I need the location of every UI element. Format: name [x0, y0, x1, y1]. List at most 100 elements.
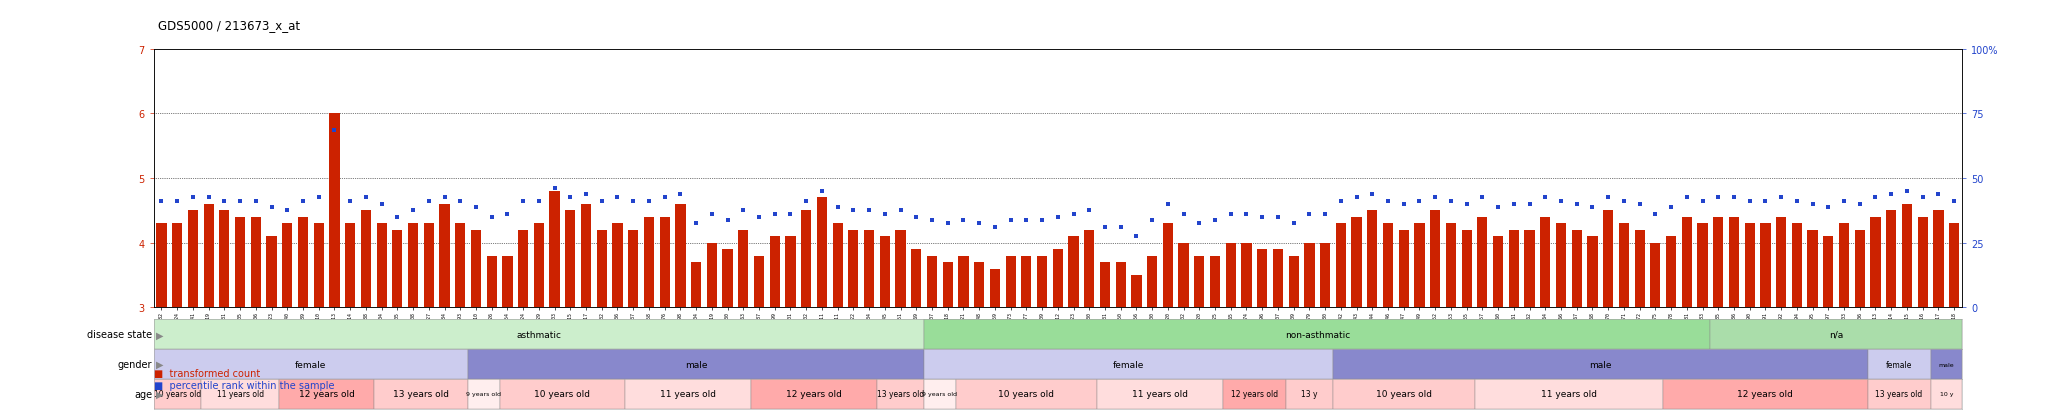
Point — [1907, 195, 1939, 201]
Bar — [1241, 243, 1251, 308]
Bar — [1729, 217, 1739, 308]
Bar — [924, 379, 956, 409]
Bar — [877, 379, 924, 409]
Text: n/a: n/a — [1829, 330, 1843, 339]
Bar — [1855, 230, 1866, 308]
Bar — [154, 379, 201, 409]
Bar — [1147, 256, 1157, 308]
Bar — [1178, 243, 1188, 308]
Bar — [817, 198, 827, 308]
Bar — [313, 224, 324, 308]
Bar — [203, 204, 213, 308]
Point — [1860, 195, 1892, 201]
Point — [317, 127, 350, 133]
Point — [791, 198, 823, 204]
Point — [1057, 211, 1090, 217]
Point — [522, 198, 555, 204]
Point — [852, 208, 885, 214]
Bar — [373, 379, 469, 409]
Point — [1339, 195, 1372, 201]
Bar — [643, 217, 653, 308]
Text: 12 years old: 12 years old — [299, 389, 354, 399]
Point — [1356, 192, 1389, 198]
Point — [979, 224, 1012, 230]
Bar — [612, 224, 623, 308]
Point — [287, 198, 319, 204]
Bar — [1430, 211, 1440, 308]
Point — [1434, 198, 1466, 204]
Bar — [1382, 224, 1393, 308]
Bar — [154, 320, 924, 349]
Bar — [1006, 256, 1016, 308]
Text: female: female — [295, 360, 326, 369]
Point — [1577, 204, 1610, 211]
Bar — [1333, 379, 1475, 409]
Bar — [1540, 217, 1550, 308]
Bar — [975, 263, 985, 308]
Text: male: male — [1939, 362, 1954, 367]
Bar — [1053, 249, 1063, 308]
Bar — [723, 249, 733, 308]
Point — [1481, 204, 1513, 211]
Point — [381, 214, 414, 221]
Bar — [1634, 230, 1645, 308]
Point — [1042, 214, 1075, 221]
Bar — [266, 237, 276, 308]
Point — [602, 195, 635, 201]
Text: disease state: disease state — [86, 330, 152, 339]
Point — [1890, 188, 1923, 195]
Bar — [1604, 211, 1614, 308]
Bar — [1950, 224, 1960, 308]
Point — [1561, 201, 1593, 208]
Bar — [770, 237, 780, 308]
Point — [1419, 195, 1452, 201]
Bar — [1587, 237, 1597, 308]
Bar — [1931, 349, 1962, 379]
Text: 10 years old: 10 years old — [154, 389, 201, 399]
Text: 10 y: 10 y — [1939, 392, 1954, 396]
Point — [1151, 201, 1184, 208]
Point — [1937, 198, 1970, 204]
Bar — [1098, 379, 1223, 409]
Point — [1245, 214, 1278, 221]
Point — [1137, 217, 1169, 224]
Bar — [1681, 217, 1692, 308]
Bar — [958, 256, 969, 308]
Text: 9 years old: 9 years old — [922, 392, 956, 396]
Bar — [1225, 243, 1235, 308]
Point — [680, 221, 713, 227]
Point — [1749, 198, 1782, 204]
Bar — [1931, 379, 1962, 409]
Point — [1386, 201, 1419, 208]
Point — [412, 198, 444, 204]
Point — [932, 221, 965, 227]
Text: 11 years old: 11 years old — [1133, 389, 1188, 399]
Text: non-asthmatic: non-asthmatic — [1284, 330, 1350, 339]
Bar — [989, 269, 999, 308]
Point — [506, 198, 539, 204]
Bar — [424, 224, 434, 308]
Bar — [895, 230, 905, 308]
Point — [1120, 233, 1153, 240]
Bar — [549, 192, 559, 308]
Point — [1843, 201, 1876, 208]
Bar — [1698, 224, 1708, 308]
Point — [1231, 211, 1264, 217]
Point — [868, 211, 901, 217]
Bar — [377, 224, 387, 308]
Point — [1733, 198, 1765, 204]
Text: ▶: ▶ — [156, 389, 164, 399]
Bar — [1100, 263, 1110, 308]
Bar — [518, 230, 528, 308]
Bar — [834, 224, 842, 308]
Bar — [1745, 224, 1755, 308]
Point — [145, 198, 178, 204]
Point — [365, 201, 397, 208]
Point — [1655, 204, 1688, 211]
Point — [1686, 198, 1718, 204]
Bar — [1415, 224, 1425, 308]
Point — [915, 217, 948, 224]
Bar — [1933, 211, 1944, 308]
Text: 10 years old: 10 years old — [535, 389, 590, 399]
Text: male: male — [684, 360, 707, 369]
